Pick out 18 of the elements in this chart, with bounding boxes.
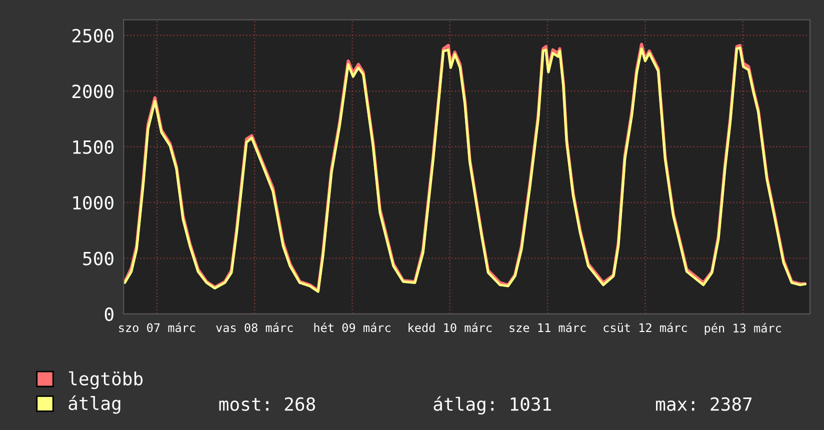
text: most: 268	[219, 397, 316, 411]
legend-label: átlag	[68, 395, 120, 414]
text: átlag: 1031	[434, 396, 551, 415]
x-tick-label: pén 13 márc	[704, 322, 781, 335]
y-tick-label: 0	[104, 307, 114, 322]
y-tick-label: 2000	[72, 84, 114, 98]
x-tick-label: kedd 10 márc	[408, 322, 492, 332]
legend-label: legtöbb	[68, 371, 143, 390]
y-tick-label: 500	[83, 252, 114, 266]
x-tick-label: vas 08 márc	[216, 322, 293, 332]
text: max: 2387	[656, 397, 752, 411]
x-tick-label: hét 09 márc	[314, 322, 390, 332]
x-tick-label: sze 11 márc	[510, 322, 586, 332]
y-tick-label: 1500	[73, 140, 114, 154]
y-tick-label: 2500	[72, 28, 114, 43]
x-tick-label: szo 07 márc	[119, 322, 196, 332]
x-tick-label: csüt 12 márc	[604, 322, 687, 332]
y-tick-label: 1000	[73, 196, 114, 210]
